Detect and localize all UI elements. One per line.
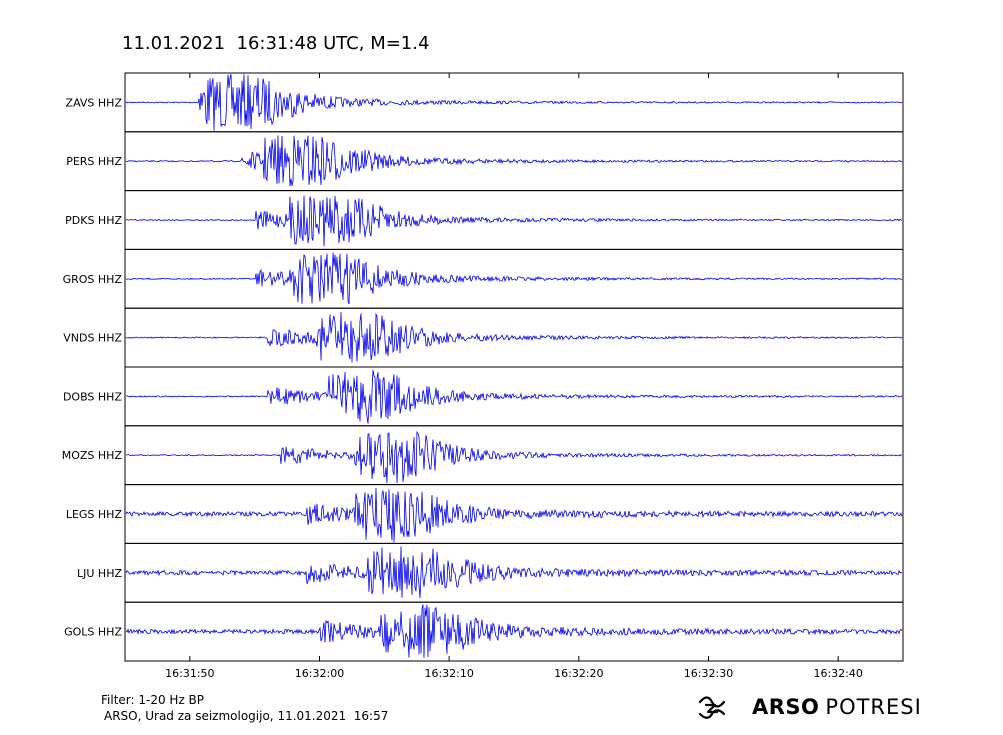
x-tick-label: 16:32:00 bbox=[295, 667, 344, 680]
trace-panel: GOLS HHZ bbox=[64, 601, 904, 662]
trace-panel: LJU HHZ bbox=[77, 542, 904, 603]
credit-note: ARSO, Urad za seizmologijo, 11.01.2021 1… bbox=[104, 709, 389, 723]
station-label: LJU HHZ bbox=[77, 567, 122, 580]
trace-panel: ZAVS HHZ bbox=[66, 72, 904, 133]
brand-logo: ARSO POTRESI bbox=[697, 690, 922, 724]
station-label: DOBS HHZ bbox=[63, 390, 123, 403]
waveform-line bbox=[125, 604, 903, 659]
chart-title: 11.01.2021 16:31:48 UTC, M=1.4 bbox=[122, 33, 430, 54]
station-label: GROS HHZ bbox=[63, 273, 123, 286]
station-label: MOZS HHZ bbox=[62, 449, 123, 462]
trace-panel: GROS HHZ bbox=[63, 248, 904, 309]
trace-panel: PDKS HHZ bbox=[65, 190, 904, 250]
brand-product: POTRESI bbox=[825, 695, 922, 719]
waveform-line bbox=[125, 546, 903, 599]
trace-panel: VNDS HHZ bbox=[63, 307, 904, 368]
station-label: PDKS HHZ bbox=[65, 214, 122, 227]
trace-panel: MOZS HHZ bbox=[62, 425, 904, 486]
arso-wave-logo-icon bbox=[698, 696, 726, 719]
filter-note: Filter: 1-20 Hz BP bbox=[101, 693, 205, 707]
station-label: PERS HHZ bbox=[66, 155, 122, 168]
x-tick-label: 16:31:50 bbox=[165, 667, 214, 680]
x-tick-label: 16:32:30 bbox=[684, 667, 733, 680]
brand-name: ARSO bbox=[752, 695, 820, 719]
x-tick-label: 16:32:20 bbox=[554, 667, 603, 680]
waveform-line bbox=[125, 252, 902, 305]
waveform-line bbox=[125, 74, 903, 131]
waveform-line bbox=[125, 135, 903, 187]
trace-panel: LEGS HHZ bbox=[66, 484, 904, 544]
waveform-line bbox=[125, 430, 903, 484]
panel-frame bbox=[124, 601, 904, 662]
station-label: GOLS HHZ bbox=[64, 626, 122, 639]
waveform-line bbox=[125, 487, 903, 543]
x-tick-label: 16:32:10 bbox=[424, 667, 473, 680]
waveform-line bbox=[125, 195, 903, 247]
station-label: LEGS HHZ bbox=[66, 508, 123, 521]
station-label: ZAVS HHZ bbox=[66, 96, 123, 109]
waveform-line bbox=[125, 369, 903, 424]
x-tick-label: 16:32:40 bbox=[813, 667, 862, 680]
station-label: VNDS HHZ bbox=[63, 332, 122, 345]
waveform-line bbox=[125, 312, 903, 363]
trace-panel: DOBS HHZ bbox=[63, 366, 904, 427]
trace-panel: PERS HHZ bbox=[66, 131, 904, 192]
